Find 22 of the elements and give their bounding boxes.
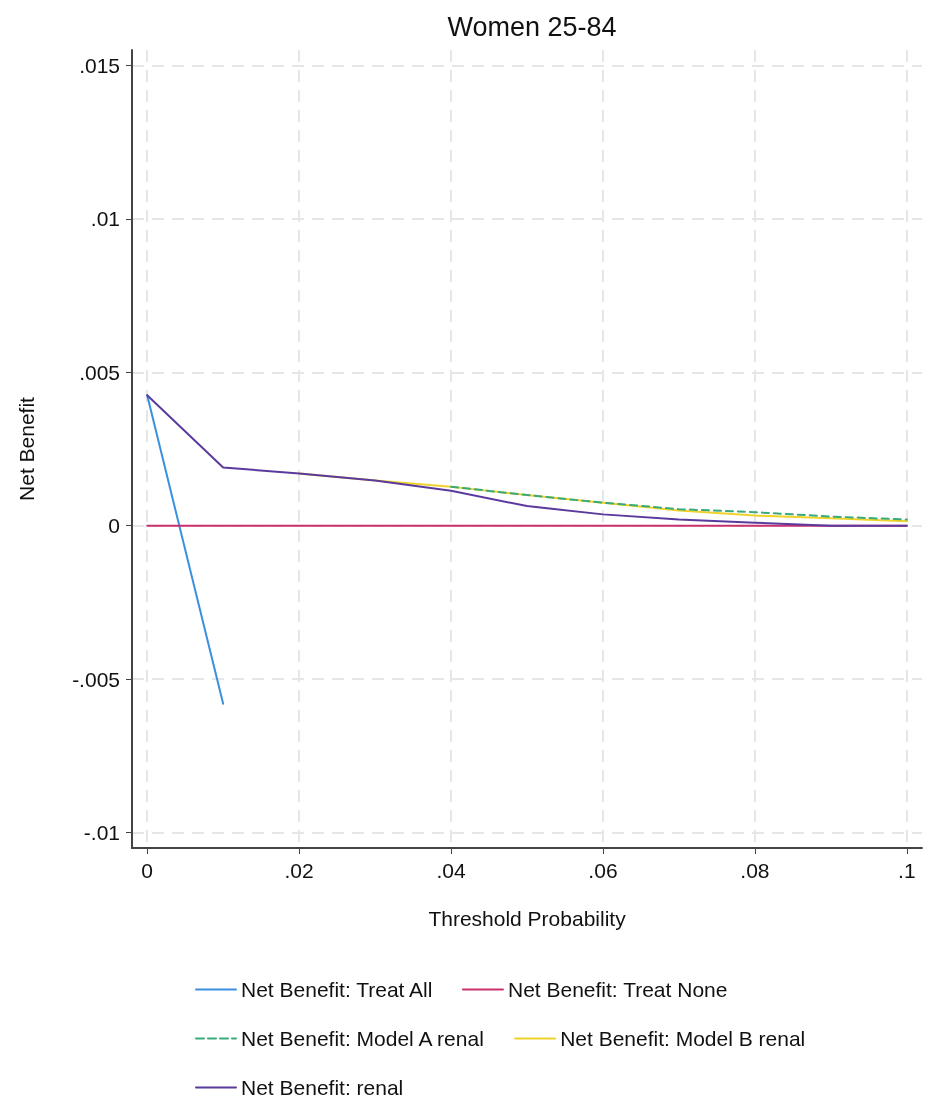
- legend-label: Net Benefit: renal: [241, 1076, 404, 1099]
- legend-label: Net Benefit: Model A renal: [241, 1027, 484, 1050]
- x-axis-title: Threshold Probability: [428, 907, 627, 930]
- y-axis-title: Net Benefit: [15, 396, 38, 501]
- line-series: [450, 485, 908, 521]
- x-tick-label: .1: [898, 859, 916, 882]
- chart-title: Women 25-84: [447, 11, 617, 42]
- line-series: [146, 394, 908, 527]
- y-tick-label: .015: [79, 53, 120, 77]
- x-tick-label: .08: [740, 859, 770, 882]
- x-tick-label: .04: [436, 859, 466, 882]
- y-tick-label: .01: [90, 207, 120, 231]
- legend-label: Net Benefit: Model B renal: [560, 1027, 806, 1050]
- x-tick-label: .02: [284, 859, 314, 882]
- y-tick-label: 0: [108, 514, 120, 538]
- legend-label: Net Benefit: Treat None: [507, 978, 728, 1001]
- y-tick-label: -.005: [72, 667, 120, 691]
- y-tick-label: -.01: [83, 821, 120, 845]
- x-tick-label: .06: [588, 859, 618, 882]
- y-tick-label: .005: [79, 360, 120, 384]
- x-tick-label: 0: [141, 859, 154, 882]
- legend-label: Net Benefit: Treat All: [241, 978, 433, 1001]
